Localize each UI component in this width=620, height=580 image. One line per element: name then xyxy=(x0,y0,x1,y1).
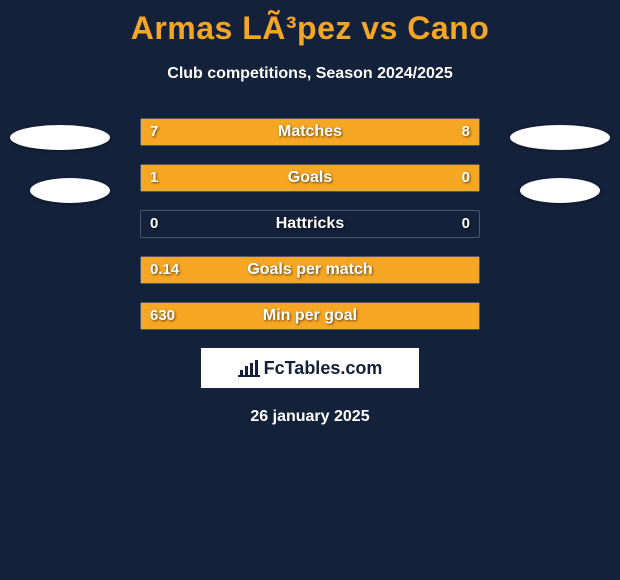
date-line: 26 january 2025 xyxy=(0,408,620,426)
decorative-ellipse xyxy=(510,125,610,150)
metric-label: Hattricks xyxy=(140,210,480,238)
logo-box: FcTables.com xyxy=(201,348,419,388)
metric-label: Goals xyxy=(140,164,480,192)
page-title: Armas LÃ³pez vs Cano xyxy=(0,0,620,47)
stat-row: 0.14Goals per match xyxy=(0,256,620,286)
metric-label: Goals per match xyxy=(140,256,480,284)
subtitle: Club competitions, Season 2024/2025 xyxy=(0,65,620,83)
decorative-ellipse xyxy=(30,178,110,203)
metric-label: Matches xyxy=(140,118,480,146)
logo-text: FcTables.com xyxy=(264,358,383,379)
decorative-ellipse xyxy=(520,178,600,203)
logo: FcTables.com xyxy=(238,358,383,379)
chart-icon xyxy=(238,359,260,377)
decorative-ellipse xyxy=(10,125,110,150)
comparison-chart: 78Matches10Goals00Hattricks0.14Goals per… xyxy=(0,118,620,332)
metric-label: Min per goal xyxy=(140,302,480,330)
stat-row: 00Hattricks xyxy=(0,210,620,240)
stat-row: 630Min per goal xyxy=(0,302,620,332)
